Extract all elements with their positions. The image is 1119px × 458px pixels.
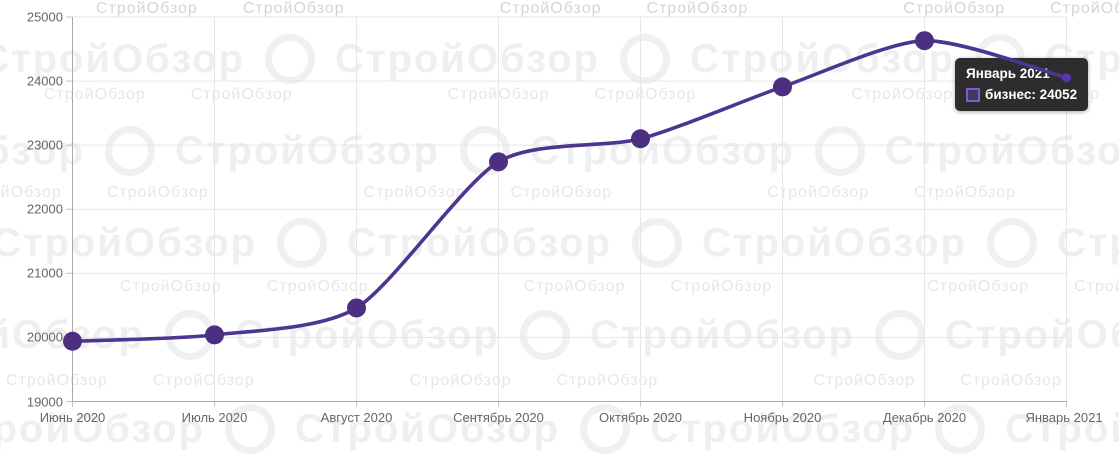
x-axis-label: Январь 2021: [1025, 410, 1103, 425]
x-axis-label: Декабрь 2020: [882, 410, 967, 425]
x-axis-label: Июль 2020: [181, 410, 248, 425]
tooltip-title: Январь 2021: [966, 66, 1050, 81]
x-axis-label: Август 2020: [320, 410, 393, 425]
chart-tooltip: Январь 2021 бизнес: 24052: [955, 58, 1089, 111]
series-swatch-icon: [966, 87, 980, 102]
y-axis-label: 22000: [26, 201, 63, 217]
x-axis-label: Июнь 2020: [39, 410, 106, 425]
x-axis-label: Сентябрь 2020: [453, 410, 544, 425]
y-axis-label: 23000: [26, 137, 63, 153]
y-axis-label: 24000: [26, 73, 63, 89]
x-axis-label: Октябрь 2020: [599, 410, 682, 425]
y-axis-label: 20000: [26, 329, 63, 345]
y-axis-label: 25000: [26, 9, 63, 25]
tooltip-series-row: бизнес: 24052: [966, 87, 1077, 102]
y-axis-label: 21000: [26, 265, 63, 281]
x-axis-label: Ноябрь 2020: [743, 410, 822, 425]
tooltip-series-value: бизнес: 24052: [985, 87, 1078, 102]
y-axis-label: 19000: [26, 394, 63, 409]
